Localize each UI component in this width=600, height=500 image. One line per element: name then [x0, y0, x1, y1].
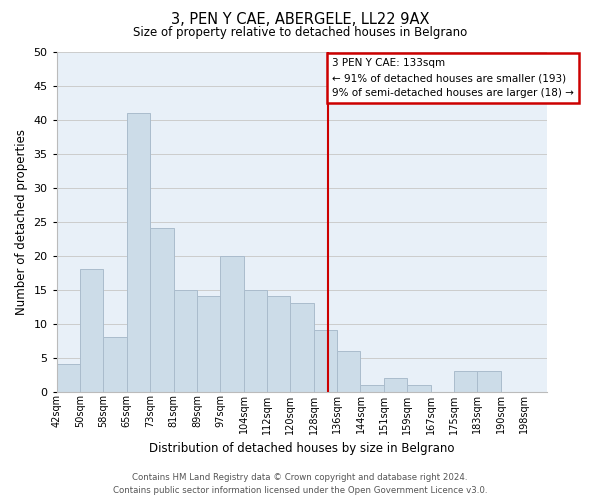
Bar: [337, 350, 361, 392]
Text: Contains HM Land Registry data © Crown copyright and database right 2024.
Contai: Contains HM Land Registry data © Crown c…: [113, 474, 487, 495]
Bar: [454, 371, 477, 392]
Bar: [314, 330, 337, 392]
Bar: [220, 256, 244, 392]
Text: 3, PEN Y CAE, ABERGELE, LL22 9AX: 3, PEN Y CAE, ABERGELE, LL22 9AX: [171, 12, 429, 28]
Text: 3 PEN Y CAE: 133sqm
← 91% of detached houses are smaller (193)
9% of semi-detach: 3 PEN Y CAE: 133sqm ← 91% of detached ho…: [332, 58, 574, 98]
Bar: [244, 290, 267, 392]
Y-axis label: Number of detached properties: Number of detached properties: [15, 128, 28, 314]
Bar: [197, 296, 220, 392]
Bar: [384, 378, 407, 392]
Bar: [290, 303, 314, 392]
Bar: [173, 290, 197, 392]
Bar: [57, 364, 80, 392]
Bar: [407, 384, 431, 392]
Bar: [80, 269, 103, 392]
Bar: [477, 371, 500, 392]
Bar: [127, 112, 150, 392]
Text: Size of property relative to detached houses in Belgrano: Size of property relative to detached ho…: [133, 26, 467, 39]
Bar: [103, 337, 127, 392]
Bar: [361, 384, 384, 392]
X-axis label: Distribution of detached houses by size in Belgrano: Distribution of detached houses by size …: [149, 442, 455, 455]
Bar: [150, 228, 173, 392]
Bar: [267, 296, 290, 392]
